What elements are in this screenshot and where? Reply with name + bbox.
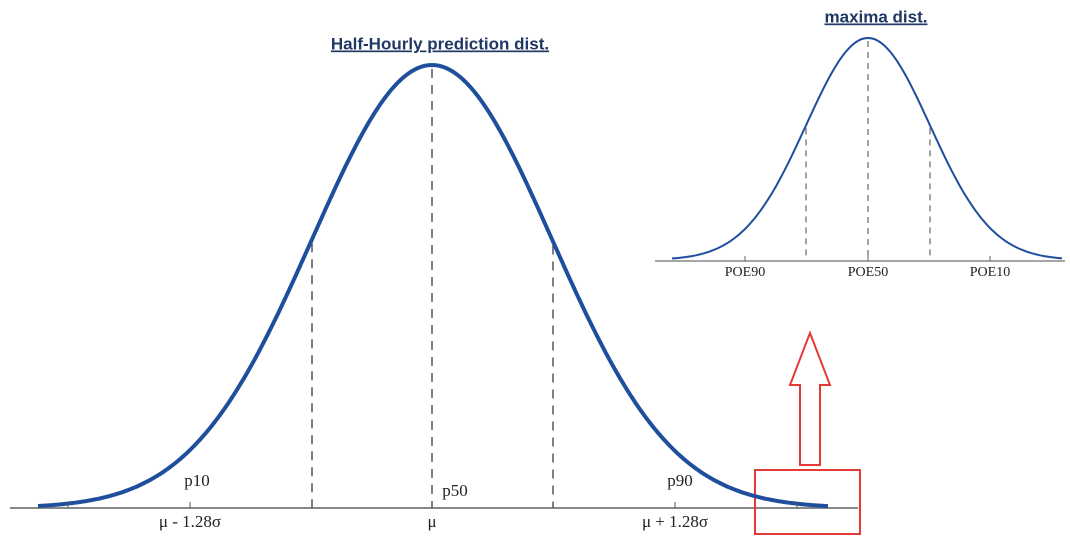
axis-label: μ - 1.28σ [159, 512, 221, 531]
highlight-box [754, 469, 861, 535]
main-title: Half-Hourly prediction dist. [331, 34, 549, 53]
main-curve [37, 62, 829, 509]
inset-title: maxima dist. [825, 7, 928, 26]
percentile-label: p50 [442, 481, 468, 500]
inset-axis-label: POE90 [725, 265, 765, 280]
axis-label: μ + 1.28σ [642, 512, 708, 531]
inset-axis-label: POE50 [848, 265, 888, 280]
inset-curve [671, 36, 1063, 260]
percentile-label: p90 [667, 471, 693, 490]
arrow [788, 330, 832, 466]
inset-axis-label: POE10 [970, 265, 1010, 280]
axis-label: μ [427, 512, 436, 531]
percentile-label: p10 [184, 471, 210, 490]
